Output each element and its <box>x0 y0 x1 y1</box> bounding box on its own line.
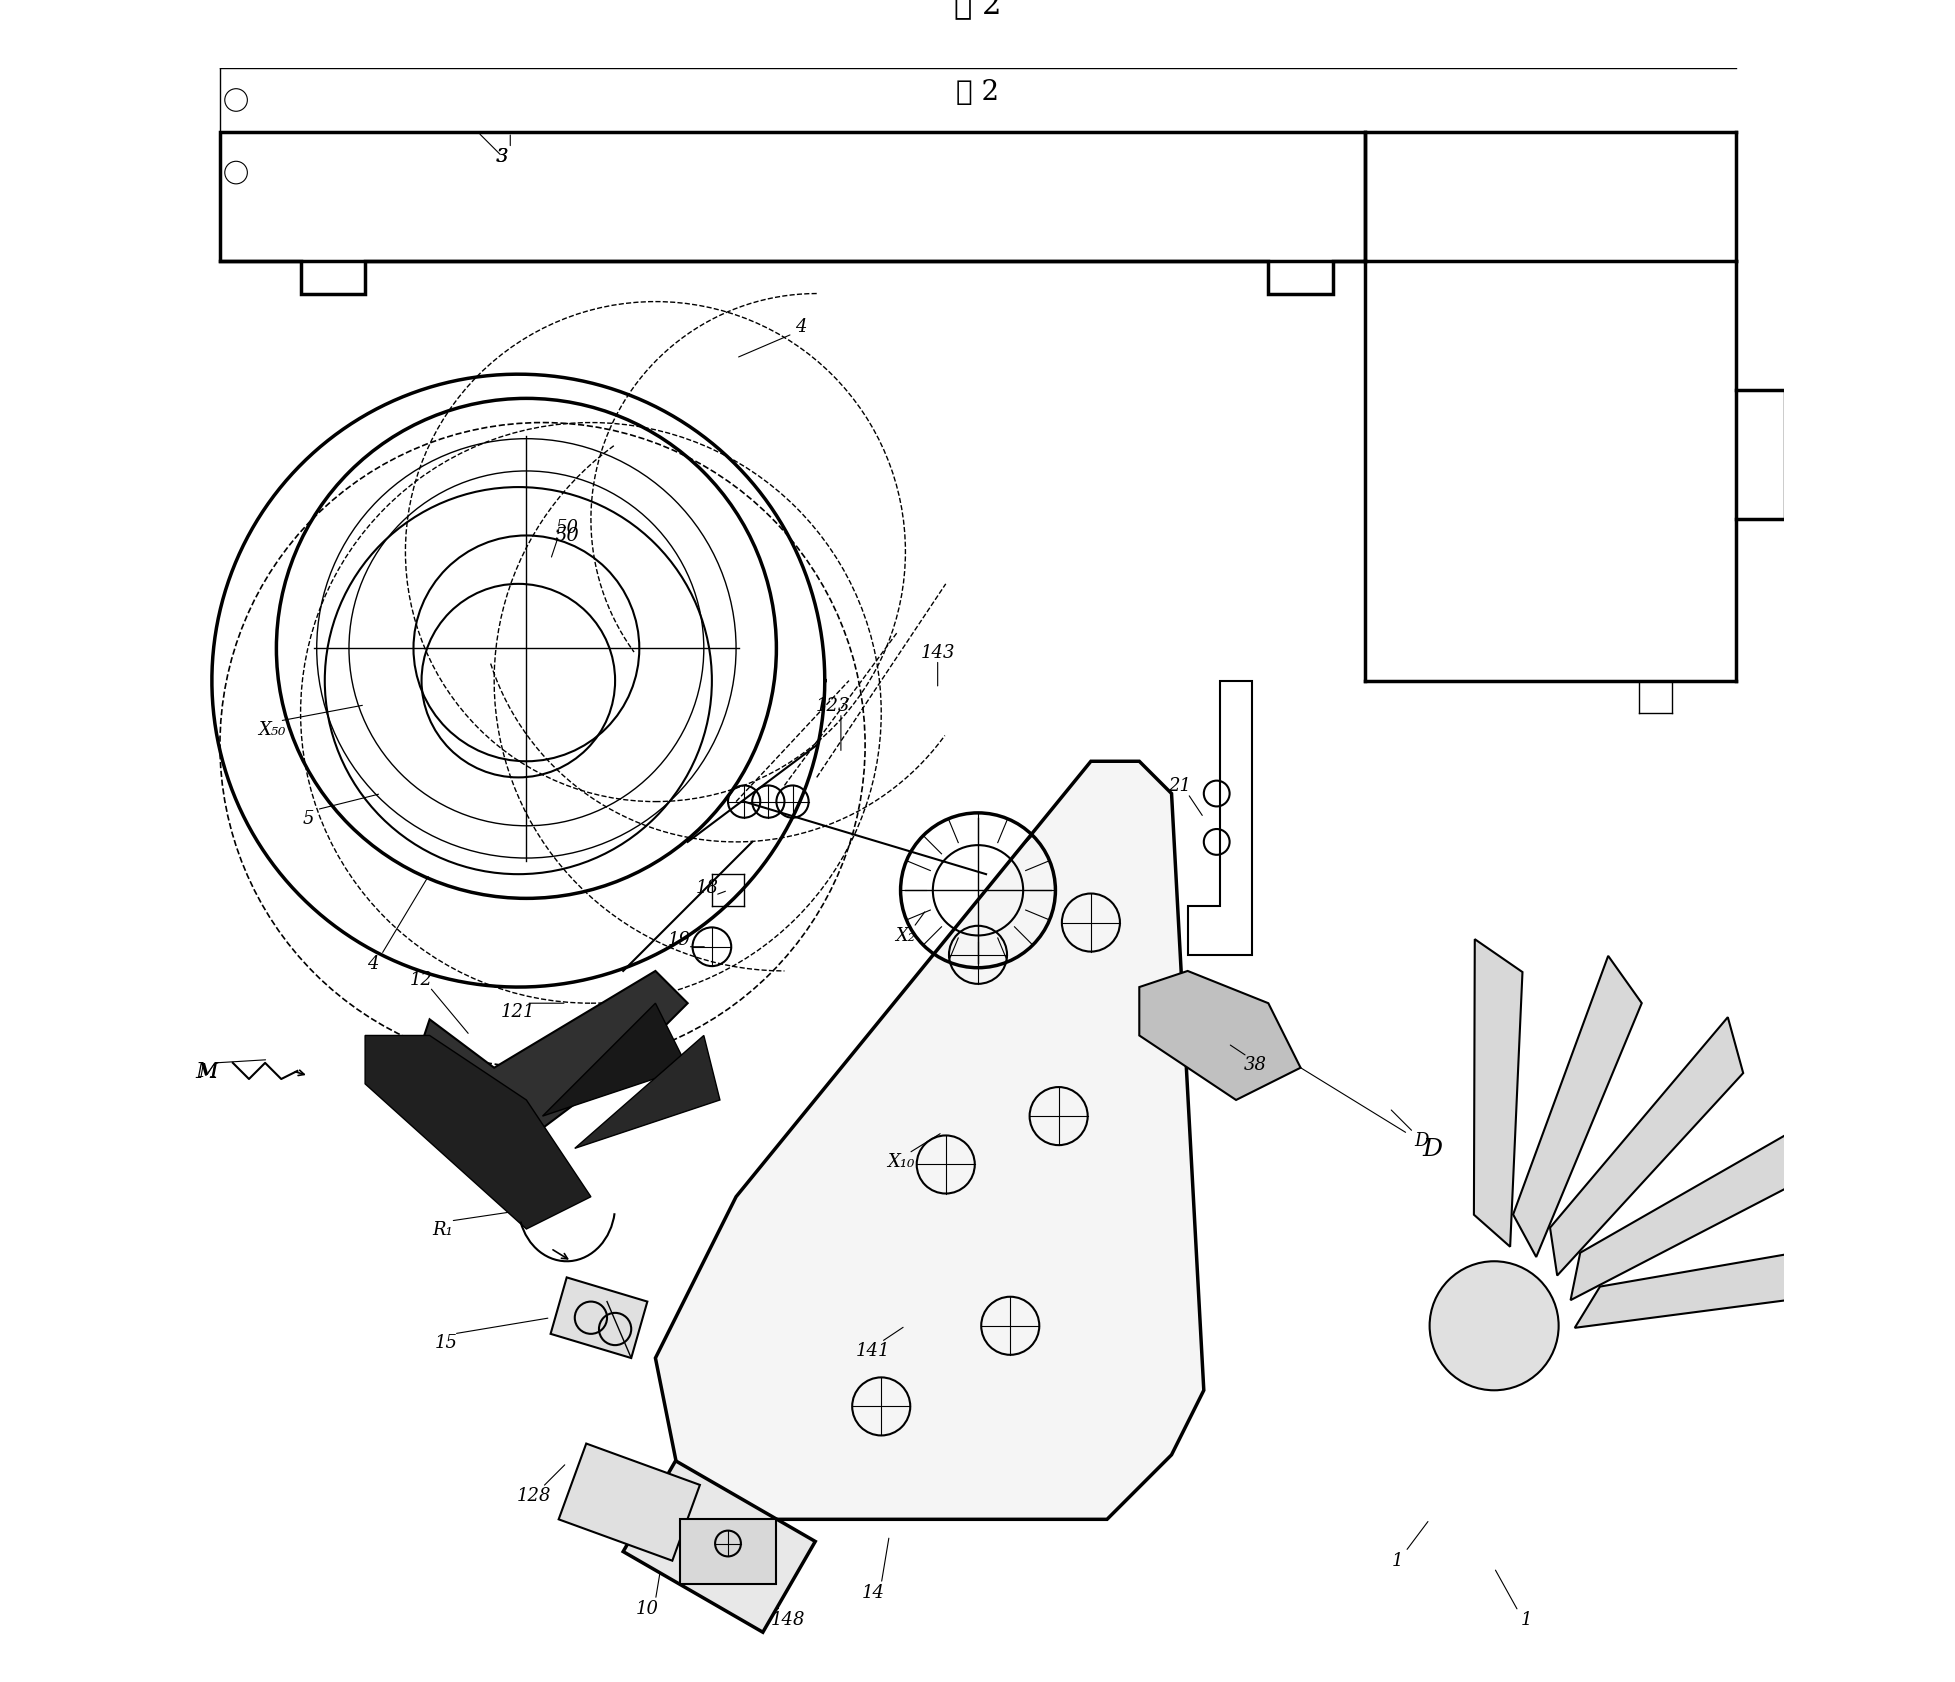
Text: M: M <box>196 1060 219 1082</box>
Text: 10: 10 <box>635 1600 659 1616</box>
Polygon shape <box>366 1036 590 1230</box>
Polygon shape <box>542 1004 688 1117</box>
Text: 15: 15 <box>434 1334 457 1351</box>
Text: X₂: X₂ <box>895 927 915 945</box>
Circle shape <box>1429 1262 1558 1391</box>
Bar <box>624 1462 815 1632</box>
Text: X₁₀: X₁₀ <box>886 1152 913 1171</box>
Text: D: D <box>1421 1137 1443 1161</box>
Text: 21: 21 <box>1167 777 1191 796</box>
Text: 图 2: 图 2 <box>956 79 999 106</box>
Text: 图 2: 图 2 <box>954 0 1001 20</box>
Text: 4: 4 <box>794 318 805 336</box>
Text: D: D <box>1413 1132 1427 1149</box>
Text: 1: 1 <box>1390 1551 1402 1569</box>
Bar <box>559 1443 700 1561</box>
Text: 19: 19 <box>669 930 690 949</box>
Bar <box>678 1519 776 1584</box>
Text: 1: 1 <box>1519 1610 1531 1628</box>
Polygon shape <box>1474 940 1521 1246</box>
Polygon shape <box>549 1278 647 1359</box>
Text: 143: 143 <box>921 643 954 661</box>
Text: 3: 3 <box>497 148 508 167</box>
Text: 50: 50 <box>553 526 579 545</box>
Text: 38: 38 <box>1243 1056 1267 1073</box>
Polygon shape <box>1513 957 1640 1256</box>
Polygon shape <box>1138 972 1300 1100</box>
Text: 50: 50 <box>555 520 579 537</box>
Polygon shape <box>1548 1018 1742 1275</box>
Text: 18: 18 <box>696 878 717 897</box>
Text: X₅₀: X₅₀ <box>258 720 285 738</box>
Text: 5: 5 <box>303 809 315 828</box>
Text: 4: 4 <box>368 954 379 972</box>
Polygon shape <box>1570 1117 1818 1300</box>
Polygon shape <box>655 762 1202 1519</box>
Text: 121: 121 <box>500 1002 536 1021</box>
Text: 3: 3 <box>497 148 508 167</box>
Text: 148: 148 <box>770 1610 805 1628</box>
Text: M: M <box>197 1063 217 1080</box>
Text: 123: 123 <box>815 696 850 715</box>
Polygon shape <box>1574 1240 1871 1329</box>
Text: 141: 141 <box>856 1341 890 1359</box>
Text: 14: 14 <box>862 1583 884 1601</box>
Polygon shape <box>413 972 688 1166</box>
Text: 12: 12 <box>411 971 432 989</box>
Text: 128: 128 <box>516 1487 551 1504</box>
Text: R₁: R₁ <box>432 1219 454 1238</box>
Polygon shape <box>575 1036 719 1149</box>
